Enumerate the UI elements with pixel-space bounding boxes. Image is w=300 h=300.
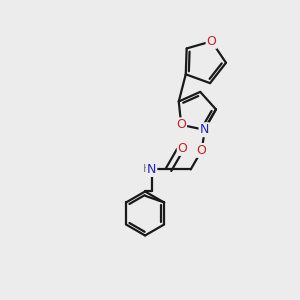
Text: H: H [142,164,151,175]
Text: O: O [207,35,217,48]
Text: O: O [197,144,207,157]
Text: O: O [176,118,186,131]
Text: O: O [178,142,188,155]
Text: N: N [200,123,209,136]
Text: N: N [147,163,156,176]
